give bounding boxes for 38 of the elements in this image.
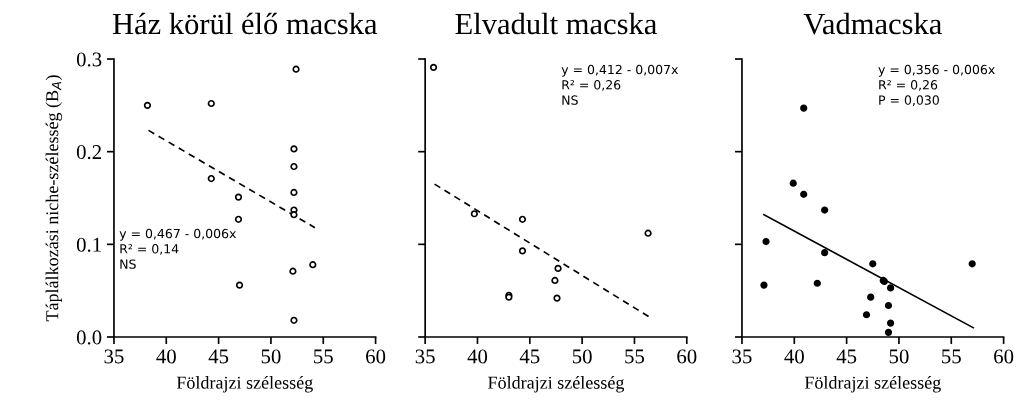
x-tick-label: 55 xyxy=(314,349,333,364)
annotation: R² = 0,26 xyxy=(562,80,621,91)
x-tick-label: 40 xyxy=(784,349,804,364)
x-tick-label: 40 xyxy=(156,349,176,364)
annotation: R² = 0,14 xyxy=(120,244,179,255)
x-axis-title: Földrajzi szélesség xyxy=(176,376,313,393)
x-tick-label: 40 xyxy=(467,349,488,364)
y-tick-label: 0.0 xyxy=(76,330,102,345)
annotation: y = 0,412 - 0,007x xyxy=(561,64,679,77)
annotation: P = 0,030 xyxy=(879,95,939,107)
x-tick-label: 45 xyxy=(519,349,540,364)
y-tick-label: 0.3 xyxy=(76,52,102,67)
x-tick-label: 50 xyxy=(572,349,592,364)
annotation: y = 0,467 - 0,006x xyxy=(119,228,237,241)
x-tick-label: 45 xyxy=(208,349,229,364)
x-tick-label: 60 xyxy=(366,349,386,364)
x-tick-label: 55 xyxy=(942,349,961,364)
annotation: y = 0,356 - 0,006x xyxy=(878,64,995,77)
annotation: NS xyxy=(562,95,578,105)
annotation: R² = 0,26 xyxy=(879,80,938,91)
x-tick-label: 45 xyxy=(836,349,857,364)
chart-title: Ház körül élő macska xyxy=(112,12,378,35)
chart-title: Vadmacska xyxy=(803,12,942,35)
x-tick-label: 60 xyxy=(677,349,697,364)
x-tick-label: 55 xyxy=(625,349,645,364)
chart-title: Elvadult macska xyxy=(455,12,657,35)
y-tick-label: 0.2 xyxy=(76,145,101,160)
annotation: NS xyxy=(120,259,136,269)
x-tick-label: 50 xyxy=(889,349,909,364)
x-tick-label: 35 xyxy=(732,349,752,364)
x-axis-title: Földrajzi szélesség xyxy=(804,376,941,393)
x-tick-label: 50 xyxy=(261,349,281,364)
x-axis-title: Földrajzi szélesség xyxy=(488,376,625,393)
x-tick-label: 35 xyxy=(104,349,124,364)
x-tick-label: 60 xyxy=(994,349,1014,364)
y-axis-title: Táplálkozási niche-szélesség (B$_{A}$) xyxy=(45,75,63,322)
y-tick-label: 0.1 xyxy=(76,237,101,252)
x-tick-label: 35 xyxy=(415,349,435,364)
